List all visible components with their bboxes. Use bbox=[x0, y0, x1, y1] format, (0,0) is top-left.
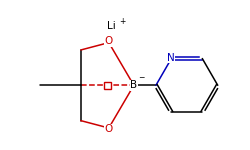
Text: O: O bbox=[105, 124, 113, 134]
Text: O: O bbox=[105, 36, 113, 46]
Text: +: + bbox=[119, 17, 125, 26]
Text: Li: Li bbox=[108, 21, 116, 31]
Text: −: − bbox=[138, 74, 144, 82]
Bar bbox=[104, 82, 110, 88]
Text: N: N bbox=[167, 53, 175, 63]
Text: B: B bbox=[130, 80, 138, 90]
